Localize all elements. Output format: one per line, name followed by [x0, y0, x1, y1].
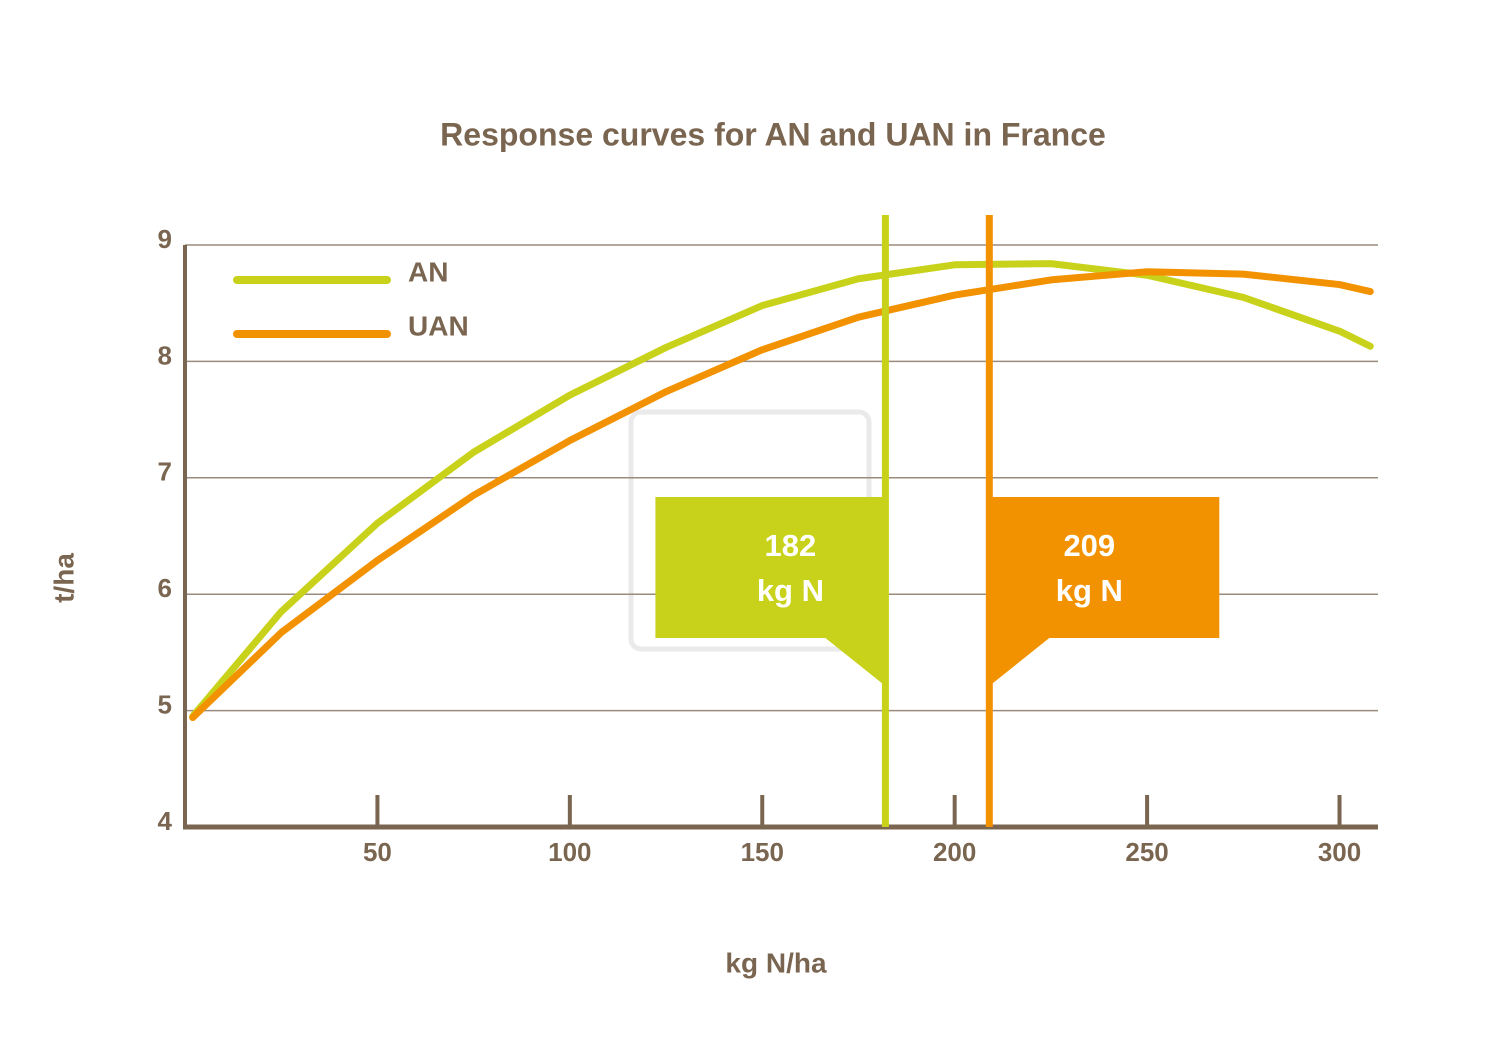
marker-callout [655, 497, 886, 686]
y-tick-label: 7 [158, 457, 172, 487]
y-tick-label: 8 [158, 340, 172, 370]
x-tick-label: 100 [548, 837, 591, 867]
x-tick-label: 200 [933, 837, 976, 867]
y-tick-label: 6 [158, 573, 172, 603]
legend-label: UAN [408, 310, 469, 341]
chart-title: Response curves for AN and UAN in France [440, 116, 1106, 152]
y-axis-label: t/ha [48, 553, 79, 603]
marker-value: 209 [1063, 528, 1115, 563]
marker-callout [989, 497, 1220, 686]
x-tick-label: 300 [1318, 837, 1361, 867]
line-series [189, 268, 1374, 722]
x-axis-label: kg N/ha [725, 947, 827, 978]
marker-value: 182 [765, 528, 817, 563]
line-series [189, 260, 1374, 720]
x-tick-label: 50 [363, 837, 392, 867]
y-tick-label: 9 [158, 224, 172, 254]
legend-label: AN [408, 256, 448, 287]
x-tick-label: 150 [741, 837, 784, 867]
marker-unit: kg N [757, 573, 824, 608]
y-tick-label: 4 [158, 806, 173, 836]
marker-unit: kg N [1056, 573, 1123, 608]
x-tick-label: 250 [1125, 837, 1168, 867]
y-tick-label: 5 [158, 689, 172, 719]
